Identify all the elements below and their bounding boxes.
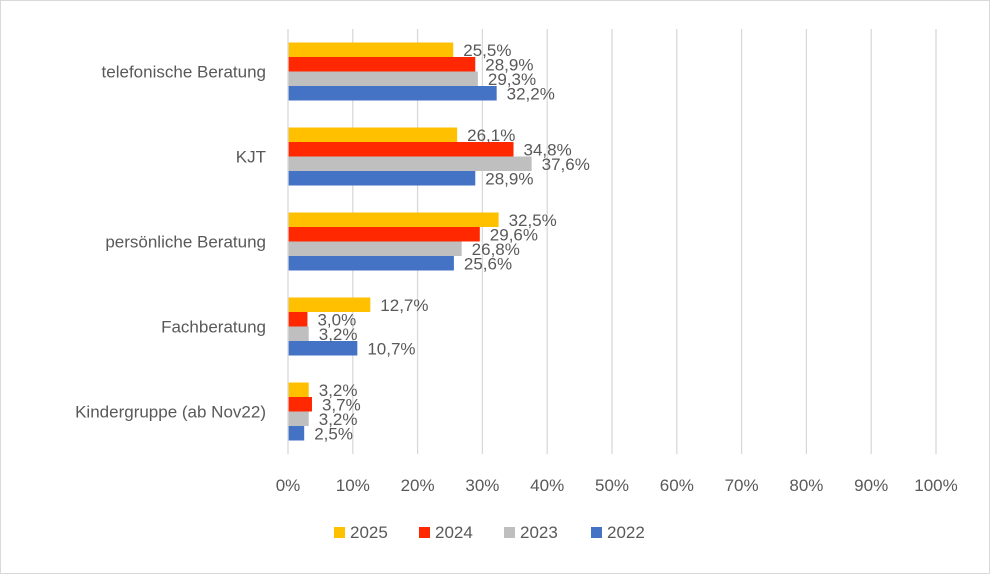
data-label: 32,2% — [507, 84, 555, 103]
bar-2024 — [288, 142, 514, 157]
data-label: 34,8% — [524, 140, 572, 159]
category-label: persönliche Beratung — [105, 233, 266, 252]
data-label: 3,0% — [317, 310, 356, 329]
data-label: 3,2% — [319, 325, 358, 344]
data-label: 29,6% — [490, 225, 538, 244]
category-label: Kindergruppe (ab Nov22) — [75, 403, 266, 422]
category-label: Fachberatung — [161, 318, 266, 337]
bar-2025 — [288, 42, 454, 57]
legend-label-2023: 2023 — [520, 523, 558, 542]
data-label: 3,2% — [319, 381, 358, 400]
bar-2022 — [288, 426, 305, 441]
bar-2024 — [288, 312, 308, 327]
bar-2023 — [288, 326, 309, 341]
x-tick-label: 10% — [336, 476, 370, 495]
bar-2025 — [288, 212, 499, 227]
x-tick-label: 20% — [401, 476, 435, 495]
data-label: 26,1% — [467, 126, 515, 145]
x-tick-label: 70% — [725, 476, 759, 495]
data-label: 26,8% — [472, 240, 520, 259]
bar-2023 — [288, 411, 309, 426]
bar-2025 — [288, 297, 371, 312]
data-label: 29,3% — [488, 70, 536, 89]
data-label: 28,9% — [485, 55, 533, 74]
bar-layer — [288, 42, 532, 441]
label-layer: 25,5%28,9%29,3%32,2%26,1%34,8%37,6%28,9%… — [314, 41, 590, 444]
x-tick-label: 60% — [660, 476, 694, 495]
bar-2022 — [288, 171, 476, 186]
legend-swatch-2024 — [419, 527, 430, 538]
bar-2023 — [288, 241, 462, 256]
legend-label-2022: 2022 — [607, 523, 645, 542]
x-tick-label: 0% — [276, 476, 301, 495]
bar-2023 — [288, 71, 478, 86]
data-label: 2,5% — [314, 424, 353, 443]
legend-label-2024: 2024 — [435, 523, 473, 542]
data-label: 25,5% — [463, 41, 511, 60]
axis-layer: 0% 10% 20% 30% 40% 50% 60% 70% 80% 90% 100% telefon… — [75, 29, 958, 495]
bar-2025 — [288, 382, 309, 397]
legend-swatch-2022 — [591, 527, 602, 538]
bar-2024 — [288, 57, 476, 72]
x-tick-label: 100% — [914, 476, 957, 495]
x-tick-label: 30% — [465, 476, 499, 495]
bar-2024 — [288, 397, 312, 412]
legend-swatch-2023 — [504, 527, 515, 538]
data-label: 3,2% — [319, 410, 358, 429]
category-label: telefonische Beratung — [102, 63, 266, 82]
bar-2022 — [288, 86, 497, 101]
legend: 2025 2024 2023 2022 — [334, 523, 645, 542]
data-label: 10,7% — [367, 339, 415, 358]
data-label: 37,6% — [542, 155, 590, 174]
legend-label-2025: 2025 — [350, 523, 388, 542]
x-tick-label: 40% — [530, 476, 564, 495]
data-label: 32,5% — [509, 211, 557, 230]
data-label: 25,6% — [464, 254, 512, 273]
x-tick-label: 80% — [789, 476, 823, 495]
data-label: 12,7% — [380, 296, 428, 315]
bar-2024 — [288, 227, 480, 242]
bar-2023 — [288, 156, 532, 171]
category-label: KJT — [236, 148, 266, 167]
data-label: 3,7% — [322, 395, 361, 414]
bar-2022 — [288, 256, 454, 271]
x-tick-label: 90% — [854, 476, 888, 495]
data-label: 28,9% — [485, 169, 533, 188]
bar-2025 — [288, 127, 458, 142]
x-tick-label: 50% — [595, 476, 629, 495]
bar-2022 — [288, 341, 358, 356]
legend-swatch-2025 — [334, 527, 345, 538]
